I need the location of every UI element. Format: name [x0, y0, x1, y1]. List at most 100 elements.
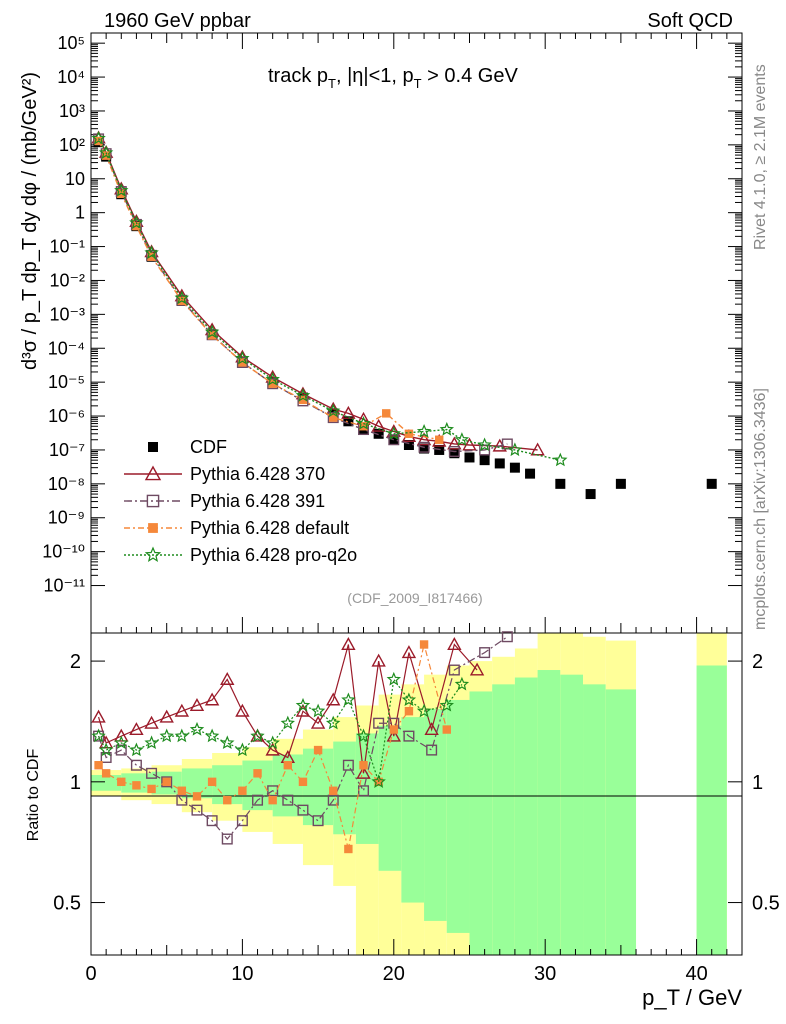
pq2o-main-line [97, 138, 561, 461]
main-y-tick-label: 10⁻⁶ [48, 406, 85, 426]
legend-label-p370: Pythia 6.428 370 [190, 464, 325, 484]
p370-data-point [462, 437, 477, 451]
legend-label-cdf: CDF [190, 437, 227, 457]
cdf-data-point [373, 428, 384, 439]
cdf-data-point [403, 439, 414, 450]
pdefault-data-point [268, 795, 277, 805]
p391-data-point [146, 767, 158, 779]
p391-data-point [312, 815, 324, 827]
pq2o-data-point [91, 728, 106, 743]
main-y-tick-label: 10² [59, 135, 85, 155]
pdefault-data-point [117, 777, 126, 787]
pdefault-data-point [162, 777, 171, 787]
pq2o-data-point [159, 728, 174, 743]
p391-data-point [176, 794, 188, 806]
pq2o-data-point [265, 371, 280, 386]
ratio-band-green [446, 699, 470, 933]
pq2o-data-point [144, 735, 159, 750]
ratio-y-axis-label: Ratio to CDF [25, 749, 42, 842]
pq2o-data-point [280, 715, 295, 730]
pq2o-data-point [416, 423, 432, 438]
title-part-b: , |η|<1, p [336, 65, 414, 87]
p370-main-line [97, 137, 538, 451]
pq2o-data-point [295, 387, 311, 402]
cdf-data-point [388, 434, 399, 445]
p391-ratio-line [98, 636, 508, 840]
p391-data-point [327, 412, 339, 424]
p391-data-point [373, 717, 385, 729]
cdf-data-point [509, 462, 520, 473]
pdefault-data-point [147, 252, 156, 261]
p391-data-point [327, 794, 339, 806]
main-title: track pT, |η|<1, pT > 0.4 GeV [268, 65, 518, 91]
p370-data-point [447, 637, 462, 650]
p370-data-point [265, 742, 280, 756]
pdefault-data-point [283, 761, 293, 770]
mcplots-label: mcplots.cern.ch [arXiv:1306.3436] [752, 388, 769, 630]
p370-data-point [129, 722, 144, 736]
pq2o-data-point [553, 452, 568, 467]
pdefault-main-line [97, 140, 440, 441]
pq2o-data-point [91, 130, 106, 145]
p370-data-point [174, 703, 190, 717]
pq2o-data-point [356, 728, 371, 743]
legend-label-pq2o: Pythia 6.428 pro-q2o [190, 545, 357, 565]
pdefault-data-point [238, 358, 247, 367]
legend-label-p391: Pythia 6.428 391 [190, 491, 325, 511]
pq2o-data-point [386, 671, 401, 686]
p391-data-point [206, 815, 218, 827]
main-y-tick-label: 10⁴ [57, 67, 85, 87]
p391-data-point [403, 730, 415, 742]
ratio-y-tick-label-right: 1 [752, 772, 763, 794]
p370-data-point [401, 645, 417, 659]
p391-data-point [252, 794, 264, 806]
p391-data-point [297, 804, 309, 816]
pq2o-data-point [416, 703, 432, 718]
p370-data-point [91, 709, 106, 723]
main-plot-frame [90, 32, 743, 634]
pq2o-data-point [204, 324, 220, 339]
pdefault-data-point [147, 784, 156, 794]
x-axis-label: p_T / GeV [642, 985, 742, 1010]
ratio-plot-frame [90, 632, 743, 956]
pq2o-data-point [507, 442, 523, 457]
pq2o-data-point [129, 742, 144, 757]
header-left: 1960 GeV ppbar [104, 10, 251, 32]
main-y-tick-label: 10⁻¹¹ [43, 576, 85, 596]
p391-data-point [501, 631, 513, 643]
x-tick-label: 0 [85, 963, 96, 985]
p391-data-point [282, 794, 294, 806]
main-y-tick-label: 10⁻⁴ [48, 338, 85, 358]
p370-data-point [250, 728, 265, 742]
p391-data-point [130, 759, 142, 771]
pdefault-data-point [148, 523, 158, 533]
cdf-data-point [148, 442, 158, 452]
main-y-tick-label: 10⁻⁵ [48, 372, 85, 392]
p370-data-point [371, 418, 386, 432]
pdefault-data-point [94, 761, 103, 770]
ratio-y-tick-label-right: 0.5 [752, 893, 780, 915]
p391-data-point [426, 744, 438, 756]
p391-data-point [221, 833, 233, 845]
ratio-uncertainty-bands [91, 633, 727, 955]
pq2o-data-point [250, 728, 265, 743]
ratio-y-tick-label: 0.5 [53, 893, 81, 915]
pq2o-data-point [310, 703, 326, 718]
main-y-tick-label: 10⁻⁸ [48, 474, 85, 494]
p370-data-point [326, 692, 341, 706]
p370-data-point [189, 698, 205, 711]
pq2o-data-point [386, 426, 401, 440]
p391-data-point [358, 785, 370, 797]
pdefault-data-point [442, 725, 451, 734]
cdf-data-point [585, 489, 596, 500]
analysis-tag: (CDF_2009_I817466) [347, 590, 482, 606]
ratio-band-green [424, 708, 447, 921]
p391-main-line [97, 138, 508, 453]
cdf-data-point [615, 478, 626, 489]
pq2o-data-point [401, 692, 417, 707]
ratio-band-green [560, 674, 584, 955]
cdf-data-point [555, 478, 566, 489]
p391-data-point [418, 441, 430, 453]
ratio-band-green [401, 717, 425, 903]
